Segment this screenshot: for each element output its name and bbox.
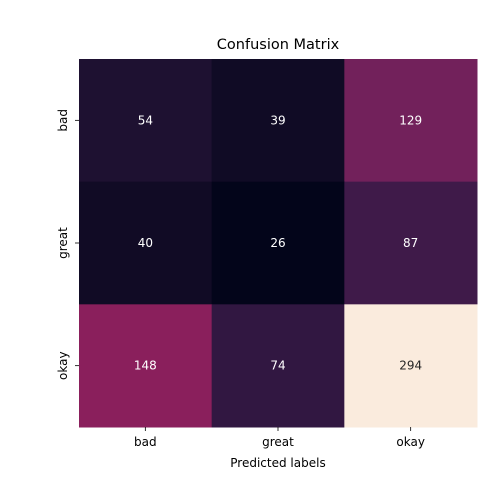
heatmap-cell: [211, 59, 345, 183]
cell-value-label: 74: [270, 359, 285, 373]
cell-value-label: 148: [134, 359, 157, 373]
x-tick-label: okay: [396, 435, 425, 449]
heatmap-cell: [79, 59, 213, 183]
heatmap-cell: [79, 304, 213, 428]
heatmap-cell: [211, 181, 345, 305]
y-axis-ticks: bad great okay: [56, 109, 79, 380]
y-tick-label: great: [56, 227, 70, 259]
cell-value-label: 129: [399, 113, 422, 127]
chart-title: Confusion Matrix: [217, 37, 340, 53]
cell-value-label: 294: [399, 359, 422, 373]
x-axis-label: Predicted labels: [230, 456, 325, 470]
cell-value-label: 39: [270, 113, 285, 127]
heatmap-cell: [344, 59, 478, 183]
cell-value-label: 26: [270, 236, 285, 250]
heatmap-cell: [344, 304, 478, 428]
y-tick-label: bad: [56, 109, 70, 132]
cell-value-label: 54: [138, 113, 153, 127]
x-axis-ticks: bad great okay: [134, 427, 425, 449]
heatmap-cell: [79, 181, 213, 305]
heatmap-cells: 54 39 129 40 26 87 148 74 294: [79, 59, 478, 428]
heatmap-cell: [344, 181, 478, 305]
x-tick-label: bad: [134, 435, 157, 449]
y-tick-label: okay: [56, 351, 70, 380]
heatmap-cell: [211, 304, 345, 428]
cell-value-label: 87: [403, 236, 418, 250]
x-tick-label: great: [262, 435, 294, 449]
cell-value-label: 40: [138, 236, 153, 250]
